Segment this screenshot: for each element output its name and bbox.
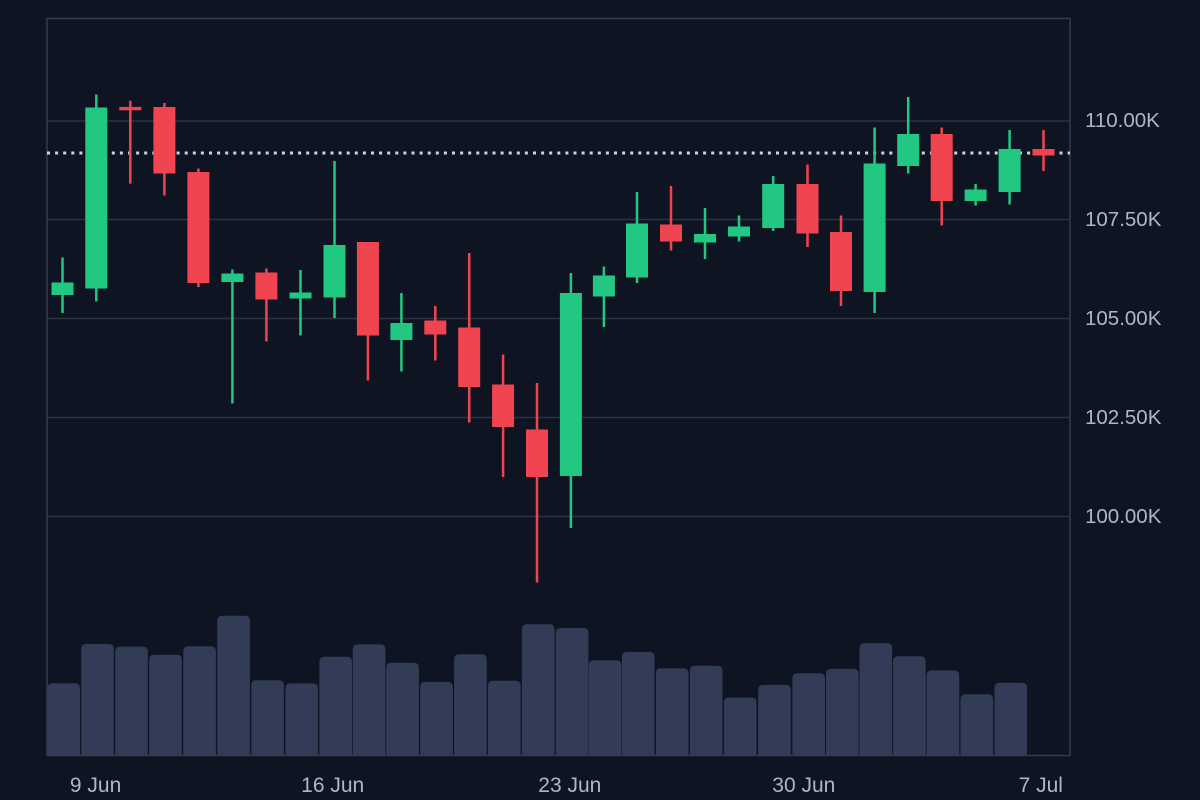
svg-text:100.00K: 100.00K: [1085, 505, 1162, 528]
svg-text:105.00K: 105.00K: [1085, 307, 1162, 330]
svg-text:23 Jun: 23 Jun: [538, 774, 601, 797]
svg-text:102.50K: 102.50K: [1085, 406, 1162, 429]
svg-text:7 Jul: 7 Jul: [1019, 774, 1063, 797]
svg-text:107.50K: 107.50K: [1085, 208, 1162, 231]
svg-text:16 Jun: 16 Jun: [301, 774, 364, 797]
svg-text:9 Jun: 9 Jun: [70, 774, 121, 797]
svg-text:110.00K: 110.00K: [1085, 109, 1160, 132]
svg-text:30 Jun: 30 Jun: [772, 774, 835, 797]
